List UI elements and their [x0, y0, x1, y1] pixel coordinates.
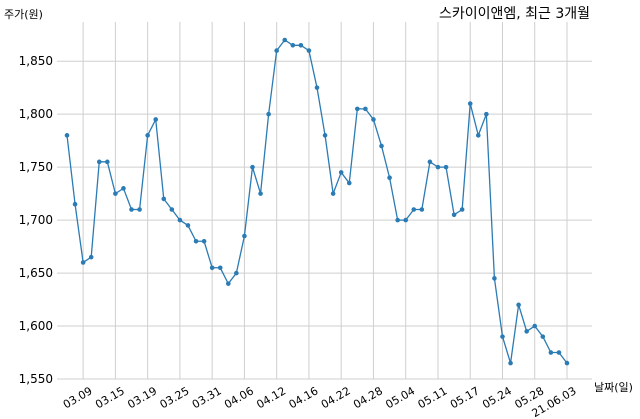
- point: [467, 101, 473, 106]
- point: [322, 133, 328, 138]
- point: [145, 133, 150, 138]
- point: [306, 48, 312, 53]
- x-tick-label: 03.15: [93, 384, 127, 411]
- point: [387, 175, 392, 181]
- point: [137, 207, 142, 212]
- point: [419, 207, 425, 212]
- point: [500, 334, 505, 339]
- point: [548, 350, 554, 355]
- point: [113, 191, 118, 196]
- x-tick-label: 05.17: [448, 384, 482, 411]
- point: [532, 323, 538, 329]
- point: [355, 106, 360, 112]
- point: [451, 212, 457, 218]
- point: [258, 191, 263, 196]
- point: [96, 159, 102, 165]
- point: [80, 260, 86, 265]
- point: [234, 270, 239, 276]
- x-tick-label: 03.31: [190, 384, 224, 411]
- x-tick-label: 04.12: [254, 384, 288, 411]
- point: [363, 106, 368, 112]
- point: [371, 117, 376, 122]
- point: [516, 302, 521, 308]
- point: [185, 223, 191, 228]
- point: [153, 117, 159, 122]
- point: [290, 43, 296, 48]
- point: [338, 170, 344, 175]
- point: [427, 159, 433, 165]
- point: [169, 207, 175, 212]
- point: [379, 143, 384, 149]
- point: [298, 43, 304, 48]
- x-tick-label: 04.06: [222, 384, 256, 411]
- x-tick-label: 04.16: [287, 384, 321, 411]
- point: [242, 233, 247, 239]
- y-tick-label: 1,800: [19, 107, 53, 121]
- point: [193, 238, 199, 244]
- x-tick-label: 03.25: [158, 384, 192, 411]
- x-axis-label: 날짜(일): [594, 380, 633, 394]
- point: [508, 360, 513, 366]
- point: [72, 201, 78, 207]
- x-tick-label: 05.11: [416, 384, 450, 411]
- point: [435, 164, 441, 170]
- y-tick-label: 1,600: [19, 319, 53, 333]
- point: [411, 207, 417, 212]
- point: [105, 159, 110, 165]
- x-tick-label: 05.04: [383, 384, 417, 411]
- point: [225, 281, 231, 286]
- point: [443, 164, 449, 170]
- point: [524, 329, 529, 334]
- point: [161, 196, 167, 202]
- y-tick-label: 1,700: [19, 213, 53, 227]
- point: [475, 133, 481, 138]
- point: [564, 360, 570, 366]
- point: [266, 111, 271, 117]
- point: [177, 217, 183, 223]
- x-tick-label: 03.09: [61, 384, 95, 411]
- point: [201, 238, 207, 244]
- x-tick-label: 04.28: [351, 384, 385, 411]
- point: [459, 207, 465, 212]
- y-tick-label: 1,550: [19, 372, 53, 386]
- point: [209, 265, 215, 271]
- point: [282, 37, 288, 43]
- y-axis-label: 주가(원): [4, 8, 43, 21]
- point: [64, 133, 70, 138]
- x-tick-label: 05.24: [480, 384, 514, 411]
- x-tick-label: 04.22: [319, 384, 353, 411]
- point: [556, 350, 562, 355]
- point: [250, 164, 255, 170]
- point: [330, 191, 336, 196]
- point: [403, 217, 409, 223]
- point: [346, 180, 352, 186]
- point: [492, 276, 497, 281]
- y-tick-label: 1,650: [19, 266, 53, 280]
- y-tick-label: 1,750: [19, 160, 53, 174]
- point: [217, 265, 223, 271]
- point: [88, 254, 94, 260]
- point: [395, 217, 400, 223]
- y-tick-label: 1,850: [19, 54, 53, 68]
- point: [121, 186, 126, 191]
- point: [129, 207, 134, 212]
- point: [274, 48, 279, 53]
- point: [484, 111, 489, 117]
- chart-title: 스카이이앤엠, 최근 3개월: [439, 6, 590, 22]
- point: [314, 85, 320, 90]
- point: [540, 334, 546, 339]
- x-tick-label: 03.19: [125, 384, 159, 411]
